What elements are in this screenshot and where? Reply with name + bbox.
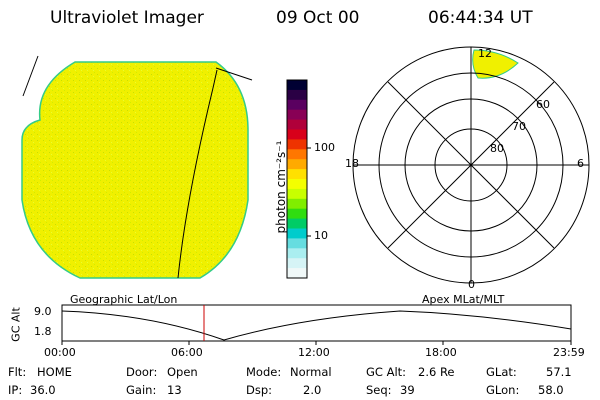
mlt-label-18: 18 <box>345 157 359 170</box>
color-bar-segment <box>287 129 307 140</box>
color-bar-segment <box>287 169 307 180</box>
polar-diagonal-b <box>387 81 555 249</box>
colorbar-label-100: 100 <box>314 141 335 154</box>
altitude-y-label: GC Alt <box>9 307 23 342</box>
color-bar-segment <box>287 159 307 170</box>
gain-value: 13 <box>167 383 182 397</box>
date-label: 09 Oct 00 <box>276 8 360 28</box>
mode-label: Mode: <box>246 365 282 379</box>
color-bar-segment <box>287 238 307 249</box>
glon-label: GLon: <box>486 383 520 397</box>
polar-plot <box>352 46 590 284</box>
uv-image-disk <box>21 61 249 279</box>
color-bar-segment <box>287 80 307 91</box>
color-bar-segment <box>287 179 307 190</box>
altitude-curve <box>61 310 572 341</box>
glon-value: 58.0 <box>538 383 564 397</box>
y-tick-1-8: 1.8 <box>34 325 52 338</box>
filter-value: HOME <box>37 365 72 379</box>
color-bar-segment <box>287 149 307 160</box>
color-bar-segment <box>287 258 307 269</box>
color-bar-segment <box>287 139 307 150</box>
color-bar-segment <box>287 198 307 210</box>
color-bar-segment <box>287 268 307 279</box>
terminator-tick <box>215 67 253 81</box>
altitude-left-title: Geographic Lat/Lon <box>70 293 178 306</box>
polar-aurora-patch <box>472 49 519 79</box>
glat-value: 57.1 <box>546 365 572 379</box>
color-bar-segment <box>287 228 307 239</box>
mlt-label-12: 12 <box>478 47 492 60</box>
x-tick-label-0600: 06:00 <box>171 346 203 359</box>
door-value: Open <box>167 365 198 379</box>
seq-label: Seq: <box>366 383 392 397</box>
lat-label-70: 70 <box>512 120 526 133</box>
ip-label: IP: <box>8 383 23 397</box>
x-tick-label-0000: 00:00 <box>44 346 76 359</box>
color-bar-segment <box>287 208 307 220</box>
dsp-label: Dsp: <box>246 383 273 397</box>
x-tick-label-1800: 18:00 <box>425 346 457 359</box>
seq-value: 39 <box>400 383 415 397</box>
colorbar-unit-label: photon cm⁻²s⁻¹ <box>274 140 288 234</box>
colorbar-label-10: 10 <box>314 229 328 242</box>
altitude-right-title: Apex MLat/MLT <box>422 293 505 306</box>
mlt-label-6: 6 <box>577 157 584 170</box>
glat-label: GLat: <box>486 365 517 379</box>
color-bar-segment <box>287 109 307 121</box>
gain-label: Gain: <box>126 383 157 397</box>
color-bar-segment <box>287 218 307 229</box>
time-label: 06:44:34 UT <box>428 8 533 28</box>
lat-label-80: 80 <box>490 142 504 155</box>
left-limb-line <box>22 55 39 97</box>
ip-value: 36.0 <box>30 383 56 397</box>
color-bar-segment <box>287 99 307 111</box>
color-bar-frame <box>286 79 308 279</box>
instrument-title: Ultraviolet Imager <box>50 8 204 28</box>
mlt-label-0: 0 <box>468 278 475 291</box>
door-label: Door: <box>126 365 158 379</box>
lat-label-60: 60 <box>536 98 550 111</box>
y-tick-9: 9.0 <box>34 305 52 318</box>
color-bar <box>287 80 307 279</box>
dsp-value: 2.0 <box>303 383 322 397</box>
x-tick-label-1200: 12:00 <box>298 346 330 359</box>
gc-alt-value: 2.6 Re <box>418 365 455 379</box>
color-bar-segment <box>287 89 307 101</box>
color-bar-segment <box>287 188 307 200</box>
color-bar-segment <box>287 119 307 130</box>
terminator-line <box>177 69 218 279</box>
mode-value: Normal <box>290 365 332 379</box>
filter-label: Flt: <box>8 365 27 379</box>
gc-alt-label: GC Alt: <box>366 365 407 379</box>
altitude-plot <box>61 304 572 345</box>
x-tick-label-2359: 23:59 <box>553 346 585 359</box>
altitude-plot-frame <box>61 304 572 342</box>
color-bar-segment <box>287 248 307 259</box>
